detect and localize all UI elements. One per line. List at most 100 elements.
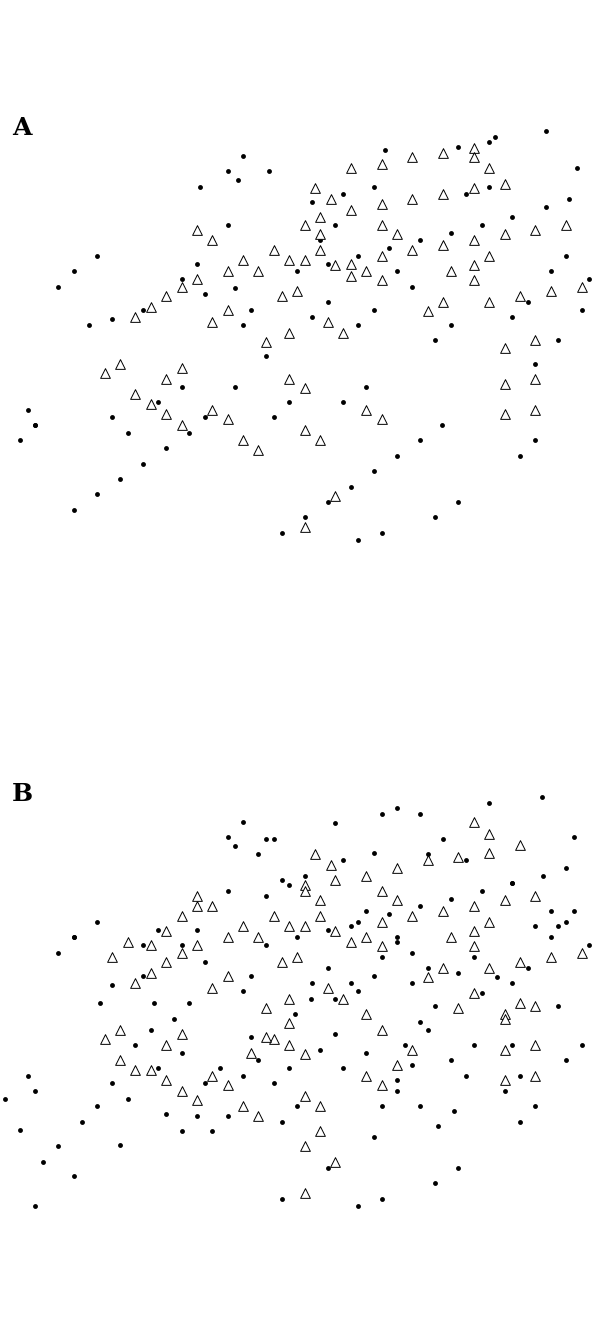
Point [500,1008,509,1030]
Point [541,121,551,143]
Point [161,1103,171,1124]
Point [131,384,140,405]
Point [491,127,500,148]
Point [530,1034,540,1055]
Point [484,132,494,153]
Point [377,1096,386,1118]
Point [377,803,386,825]
Point [92,1096,102,1118]
Point [500,337,509,358]
Point [407,147,417,168]
Point [177,904,187,926]
Point [338,322,348,344]
Point [300,377,310,398]
Point [554,916,563,938]
Point [438,958,448,979]
Point [515,1111,525,1132]
Point [331,254,340,276]
Point [584,934,594,955]
Point [277,870,286,891]
Point [192,919,202,940]
Point [577,1034,586,1055]
Point [238,430,248,452]
Point [161,285,171,306]
Point [454,962,463,983]
Point [284,1012,294,1034]
Point [223,1106,232,1127]
Point [277,285,286,306]
Point [338,392,348,413]
Point [184,422,194,444]
Point [338,850,348,871]
Point [300,515,310,537]
Point [407,238,417,260]
Point [469,920,479,942]
Point [177,276,187,297]
Point [515,1066,525,1087]
Point [392,445,402,466]
Point [315,224,325,245]
Point [469,230,479,252]
Point [31,1196,40,1217]
Point [454,136,463,157]
Point [223,161,232,182]
Point [254,1050,263,1071]
Point [423,850,433,871]
Point [200,406,209,428]
Point [454,492,463,513]
Point [477,880,487,902]
Point [284,368,294,389]
Point [415,230,425,252]
Point [192,884,202,906]
Point [484,958,494,979]
Point [308,972,317,994]
Point [361,376,371,397]
Point [300,214,310,236]
Point [541,196,551,217]
Point [438,143,448,164]
Point [192,896,202,918]
Point [215,1058,225,1079]
Point [107,947,117,968]
Point [523,958,532,979]
Point [315,890,325,911]
Point [85,314,94,336]
Point [469,936,479,958]
Point [530,916,540,938]
Point [208,1120,217,1142]
Point [233,169,243,190]
Point [438,829,448,850]
Point [69,927,79,948]
Point [107,1072,117,1094]
Point [446,222,455,244]
Point [290,1003,300,1024]
Point [380,139,389,160]
Point [177,1042,187,1063]
Point [461,850,471,871]
Point [469,811,479,832]
Point [292,927,302,948]
Point [377,1019,386,1040]
Point [500,1039,509,1060]
Point [208,896,217,918]
Point [177,1023,187,1044]
Point [92,245,102,266]
Point [392,261,402,282]
Point [161,1034,171,1055]
Point [562,858,571,879]
Point [246,1042,256,1063]
Point [284,250,294,272]
Point [446,261,455,282]
Point [346,972,356,994]
Point [546,927,556,948]
Point [69,1166,79,1187]
Point [31,414,40,436]
Point [438,900,448,922]
Point [31,414,40,436]
Point [508,972,517,994]
Point [469,896,479,918]
Point [262,332,271,353]
Point [223,964,232,986]
Point [115,1135,125,1156]
Point [161,368,171,389]
